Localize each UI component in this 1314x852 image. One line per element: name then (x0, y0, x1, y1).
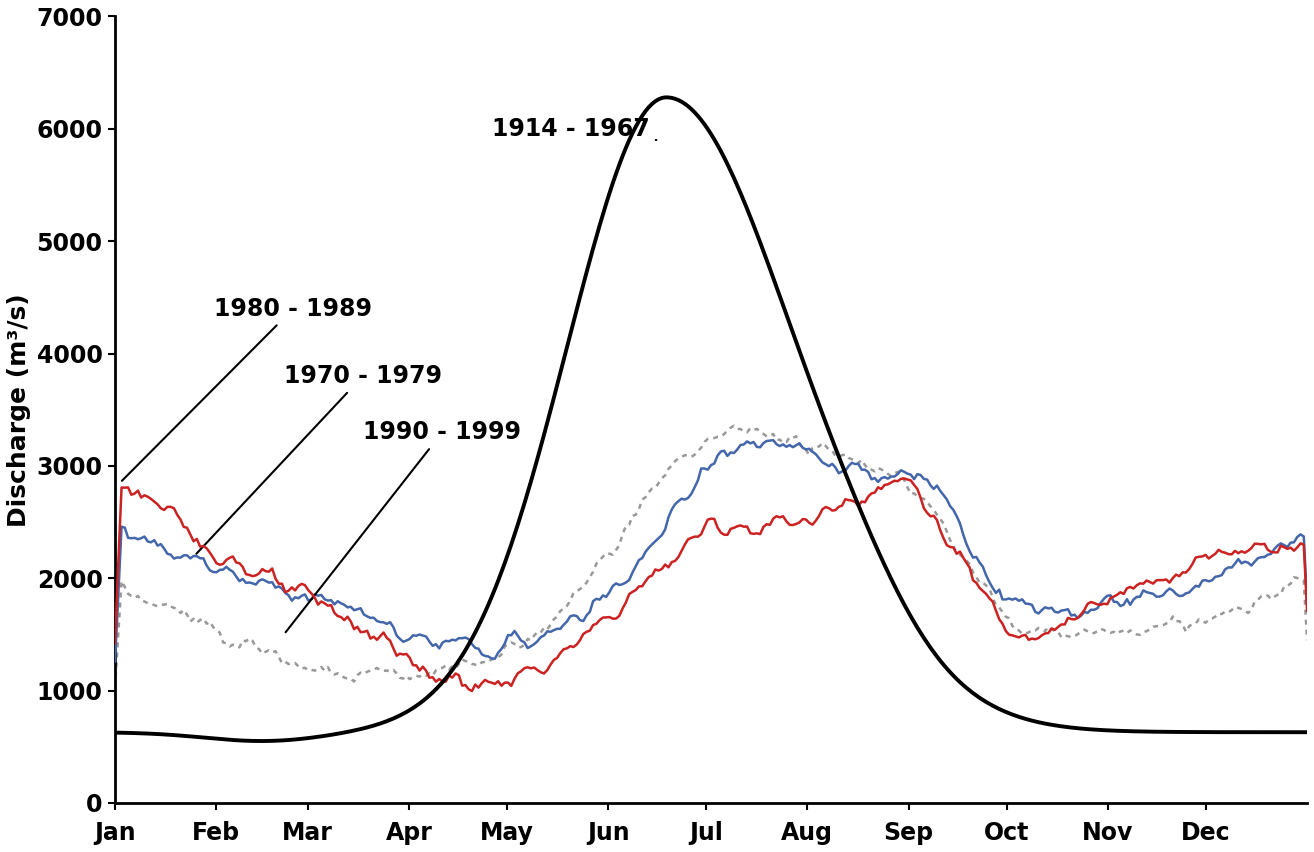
Text: 1970 - 1979: 1970 - 1979 (196, 364, 442, 554)
Text: 1914 - 1967: 1914 - 1967 (493, 117, 657, 141)
Text: 1980 - 1989: 1980 - 1989 (122, 296, 372, 481)
Y-axis label: Discharge (m³/s): Discharge (m³/s) (7, 293, 32, 527)
Text: 1990 - 1999: 1990 - 1999 (285, 420, 522, 632)
